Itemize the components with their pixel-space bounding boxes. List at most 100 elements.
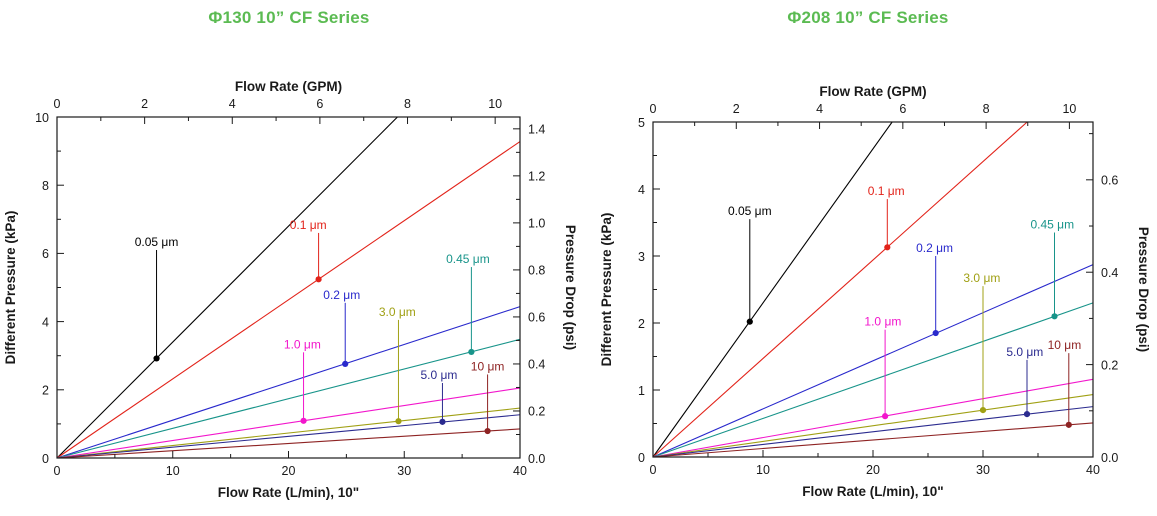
svg-text:10: 10 [488, 97, 502, 111]
right-axis-title: Pressure Drop (psi) [1136, 227, 1151, 352]
svg-text:2: 2 [42, 384, 49, 398]
svg-text:0.4: 0.4 [528, 358, 545, 372]
series-line [652, 302, 1094, 458]
series-line [652, 394, 1094, 458]
svg-text:0.4: 0.4 [1101, 266, 1118, 280]
series-line [56, 428, 521, 459]
svg-text:2: 2 [733, 102, 740, 116]
svg-text:0: 0 [42, 452, 49, 466]
chart-title-phi130: Φ130 10” CF Series [208, 8, 370, 27]
svg-text:40: 40 [513, 464, 527, 478]
axis-tick-labels: 0 10 20 30 40 0 2 4 6 8 10 0 1 2 3 4 5 0.0 0.2 0.4 0.6 [638, 102, 1118, 477]
axis-ticks [56, 116, 521, 459]
chart-phi208: Φ208 10” CF Series 0.05 μm 0.1 μm 0.2 μm 0.… [579, 0, 1157, 516]
series-label: 0.1 μm [868, 184, 905, 198]
svg-text:0: 0 [650, 463, 657, 477]
axis-tick-labels: 0 10 20 30 40 0 2 4 6 8 10 0 2 4 6 8 10 0.0 0.2 0.4 0.6 0.8 1.… [35, 97, 545, 478]
series-marker [439, 418, 446, 425]
series-line [56, 338, 521, 459]
series-marker [884, 244, 891, 251]
series-label: 3.0 μm [963, 271, 1000, 285]
svg-text:5: 5 [638, 116, 645, 130]
series-label: 1.0 μm [284, 337, 321, 351]
series-line [652, 422, 1094, 458]
svg-text:6: 6 [899, 102, 906, 116]
series-label: 0.1 μm [290, 218, 327, 232]
series-marker [746, 318, 753, 325]
series-marker [468, 348, 475, 356]
chart-title-phi208: Φ208 10” CF Series [787, 8, 949, 27]
top-axis-title: Flow Rate (GPM) [235, 79, 342, 94]
right-axis-title: Pressure Drop (psi) [563, 225, 578, 350]
svg-text:0.6: 0.6 [528, 311, 545, 325]
series-marker [342, 360, 349, 367]
top-axis-title: Flow Rate (GPM) [819, 84, 926, 99]
left-axis-title: Different Pressure (kPa) [3, 211, 18, 365]
svg-text:1.2: 1.2 [528, 170, 545, 184]
svg-text:0.0: 0.0 [528, 452, 545, 466]
svg-text:1.0: 1.0 [528, 217, 545, 231]
svg-text:8: 8 [404, 97, 411, 111]
svg-text:0.2: 0.2 [528, 405, 545, 419]
series-label: 5.0 μm [421, 368, 458, 382]
svg-text:30: 30 [976, 463, 990, 477]
svg-text:0.2: 0.2 [1101, 358, 1118, 372]
series-marker [315, 276, 322, 283]
svg-text:0.8: 0.8 [528, 264, 545, 278]
svg-text:4: 4 [638, 183, 645, 197]
chart-canvas-phi208: 0.05 μm 0.1 μm 0.2 μm 0.45 μm 1.0 μm 3.0 μm 5.… [599, 84, 1151, 499]
series-line [652, 406, 1094, 458]
svg-text:0: 0 [638, 451, 645, 465]
series-line [652, 121, 1028, 458]
left-axis-title: Different Pressure (kPa) [599, 213, 614, 367]
svg-text:0.6: 0.6 [1101, 174, 1118, 188]
series-label: 0.2 μm [916, 241, 953, 255]
series-lines [56, 116, 521, 459]
svg-text:20: 20 [866, 463, 880, 477]
svg-text:10: 10 [1062, 102, 1076, 116]
svg-text:0: 0 [54, 464, 61, 478]
svg-text:10: 10 [35, 111, 49, 125]
svg-text:6: 6 [316, 97, 323, 111]
series-lines [652, 121, 1094, 458]
series-marker [300, 417, 307, 424]
series-marker [979, 407, 987, 414]
svg-text:0: 0 [650, 102, 657, 116]
axis-ticks [652, 121, 1094, 458]
series-annotations: 0.05 μm 0.1 μm 0.2 μm 0.45 μm 1.0 μm 3.0 μm 5.… [135, 218, 505, 435]
series-marker [1065, 421, 1072, 428]
svg-text:8: 8 [42, 179, 49, 193]
svg-text:1.4: 1.4 [528, 123, 545, 137]
series-label: 0.2 μm [323, 288, 360, 302]
series-marker [1051, 313, 1058, 320]
chart-canvas-phi130: 0.05 μm 0.1 μm 0.2 μm 0.45 μm 1.0 μm 3.0 μm 5.… [3, 79, 578, 500]
series-line [56, 116, 398, 459]
series-line [56, 306, 521, 459]
svg-text:0.0: 0.0 [1101, 451, 1118, 465]
series-marker [932, 329, 939, 337]
series-line [652, 264, 1094, 458]
series-marker [882, 413, 889, 420]
series-line [652, 121, 893, 458]
series-annotations: 0.05 μm 0.1 μm 0.2 μm 0.45 μm 1.0 μm 3.0 μm 5.… [728, 184, 1081, 428]
series-label: 0.45 μm [1030, 218, 1074, 232]
series-label: 0.05 μm [728, 204, 772, 218]
svg-text:0: 0 [54, 97, 61, 111]
series-label: 10 μm [471, 359, 505, 373]
svg-text:4: 4 [229, 97, 236, 111]
svg-text:4: 4 [816, 102, 823, 116]
series-label: 3.0 μm [379, 305, 416, 319]
plot-border [56, 116, 521, 459]
chart-phi130: Φ130 10” CF Series 0.05 μm 0.1 μm 0.2 μm 0.… [0, 0, 578, 516]
bottom-axis-title: Flow Rate (L/min), 10" [218, 485, 359, 500]
series-label: 0.05 μm [135, 235, 179, 249]
svg-text:10: 10 [756, 463, 770, 477]
svg-text:4: 4 [42, 315, 49, 329]
series-line [652, 378, 1094, 458]
series-marker [1023, 411, 1031, 418]
svg-text:10: 10 [166, 464, 180, 478]
svg-text:3: 3 [638, 250, 645, 264]
series-marker [153, 355, 160, 362]
bottom-axis-title: Flow Rate (L/min), 10" [802, 484, 943, 499]
